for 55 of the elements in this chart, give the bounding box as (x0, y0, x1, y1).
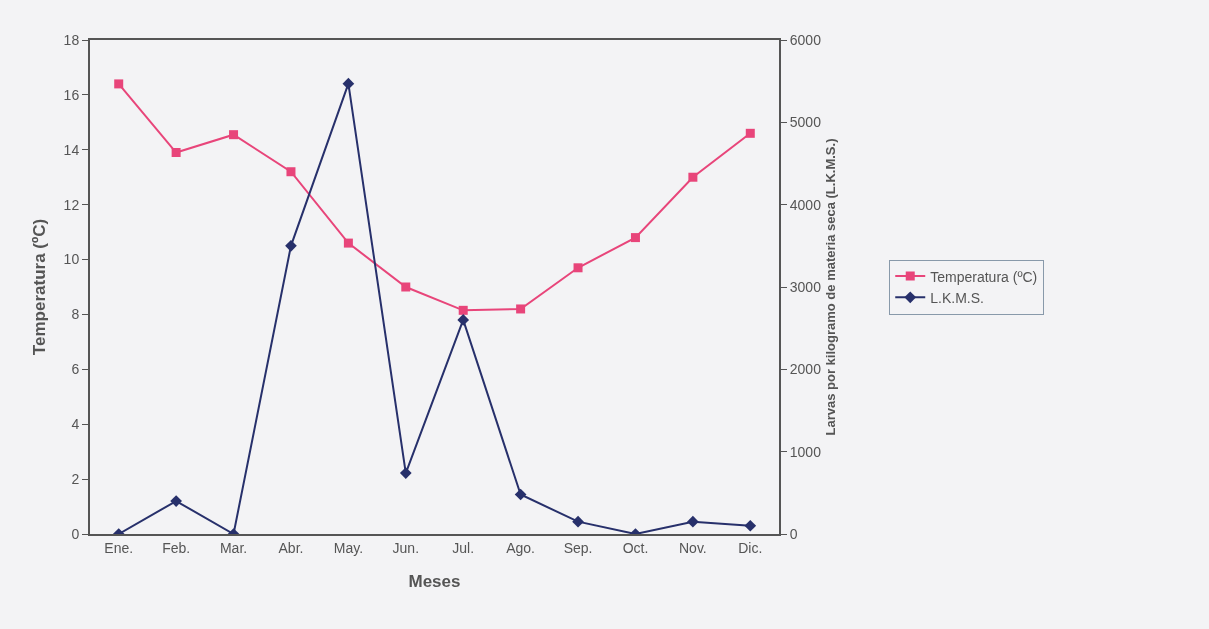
y2-tick-label: 4000 (789, 196, 822, 213)
point (514, 488, 527, 501)
legend-label: L.K.M.S. (930, 289, 984, 306)
point (745, 128, 755, 138)
x-tick-label: Jul. (452, 539, 475, 556)
point (171, 148, 181, 158)
point (399, 467, 412, 479)
x-axis-title: Meses (408, 571, 461, 591)
point (457, 314, 470, 326)
y-tick-label: 0 (71, 525, 80, 542)
y-tick-label: 4 (71, 416, 80, 433)
y-tick-label: 8 (71, 306, 80, 323)
y2-axis-title: Larvas por kilogramo de materia seca (L.K.M.S.) (823, 138, 839, 436)
point (286, 167, 296, 177)
legend-label: Temperatura (ºC) (930, 268, 1038, 285)
y-tick-label: 16 (63, 86, 80, 103)
y2-tick-label: 1000 (789, 443, 822, 460)
point (229, 130, 239, 140)
y2-tick-label: 5000 (789, 114, 822, 131)
point (744, 519, 757, 532)
point (688, 172, 698, 182)
point (630, 233, 640, 243)
x-tick-label: Dic. (738, 539, 763, 556)
y-tick-label: 12 (63, 196, 80, 213)
y2-tick-label: 6000 (789, 31, 822, 48)
point (285, 239, 297, 252)
x-tick-label: Ene. (104, 539, 134, 556)
x-tick-label: Sep. (563, 539, 593, 556)
y-tick-label: 2 (71, 471, 80, 488)
point (516, 304, 526, 314)
y-tick-label: 10 (63, 251, 80, 268)
x-tick-label: Mar. (219, 539, 248, 556)
point (170, 495, 182, 507)
point (572, 515, 584, 528)
y-axis-title: Temperatura (ºC) (30, 218, 49, 356)
point (114, 79, 124, 89)
point (687, 515, 699, 528)
y2-tick-label: 0 (789, 525, 798, 542)
y-tick-label: 14 (63, 141, 80, 158)
x-tick-label: Ago. (506, 539, 536, 556)
point (458, 305, 468, 315)
y2-tick-label: 3000 (789, 278, 822, 295)
point (401, 282, 411, 292)
x-tick-label: May. (333, 539, 364, 556)
point (573, 263, 583, 273)
y-tick-label: 6 (71, 361, 80, 378)
point (342, 77, 355, 90)
x-tick-label: Nov. (679, 539, 707, 556)
x-tick-label: Abr. (278, 539, 304, 556)
y2-tick-label: 2000 (789, 361, 822, 378)
point (343, 238, 353, 248)
x-tick-label: Feb. (162, 539, 191, 556)
y-tick-label: 18 (63, 31, 80, 48)
x-tick-label: Jun. (392, 539, 420, 556)
x-tick-label: Oct. (622, 539, 649, 556)
